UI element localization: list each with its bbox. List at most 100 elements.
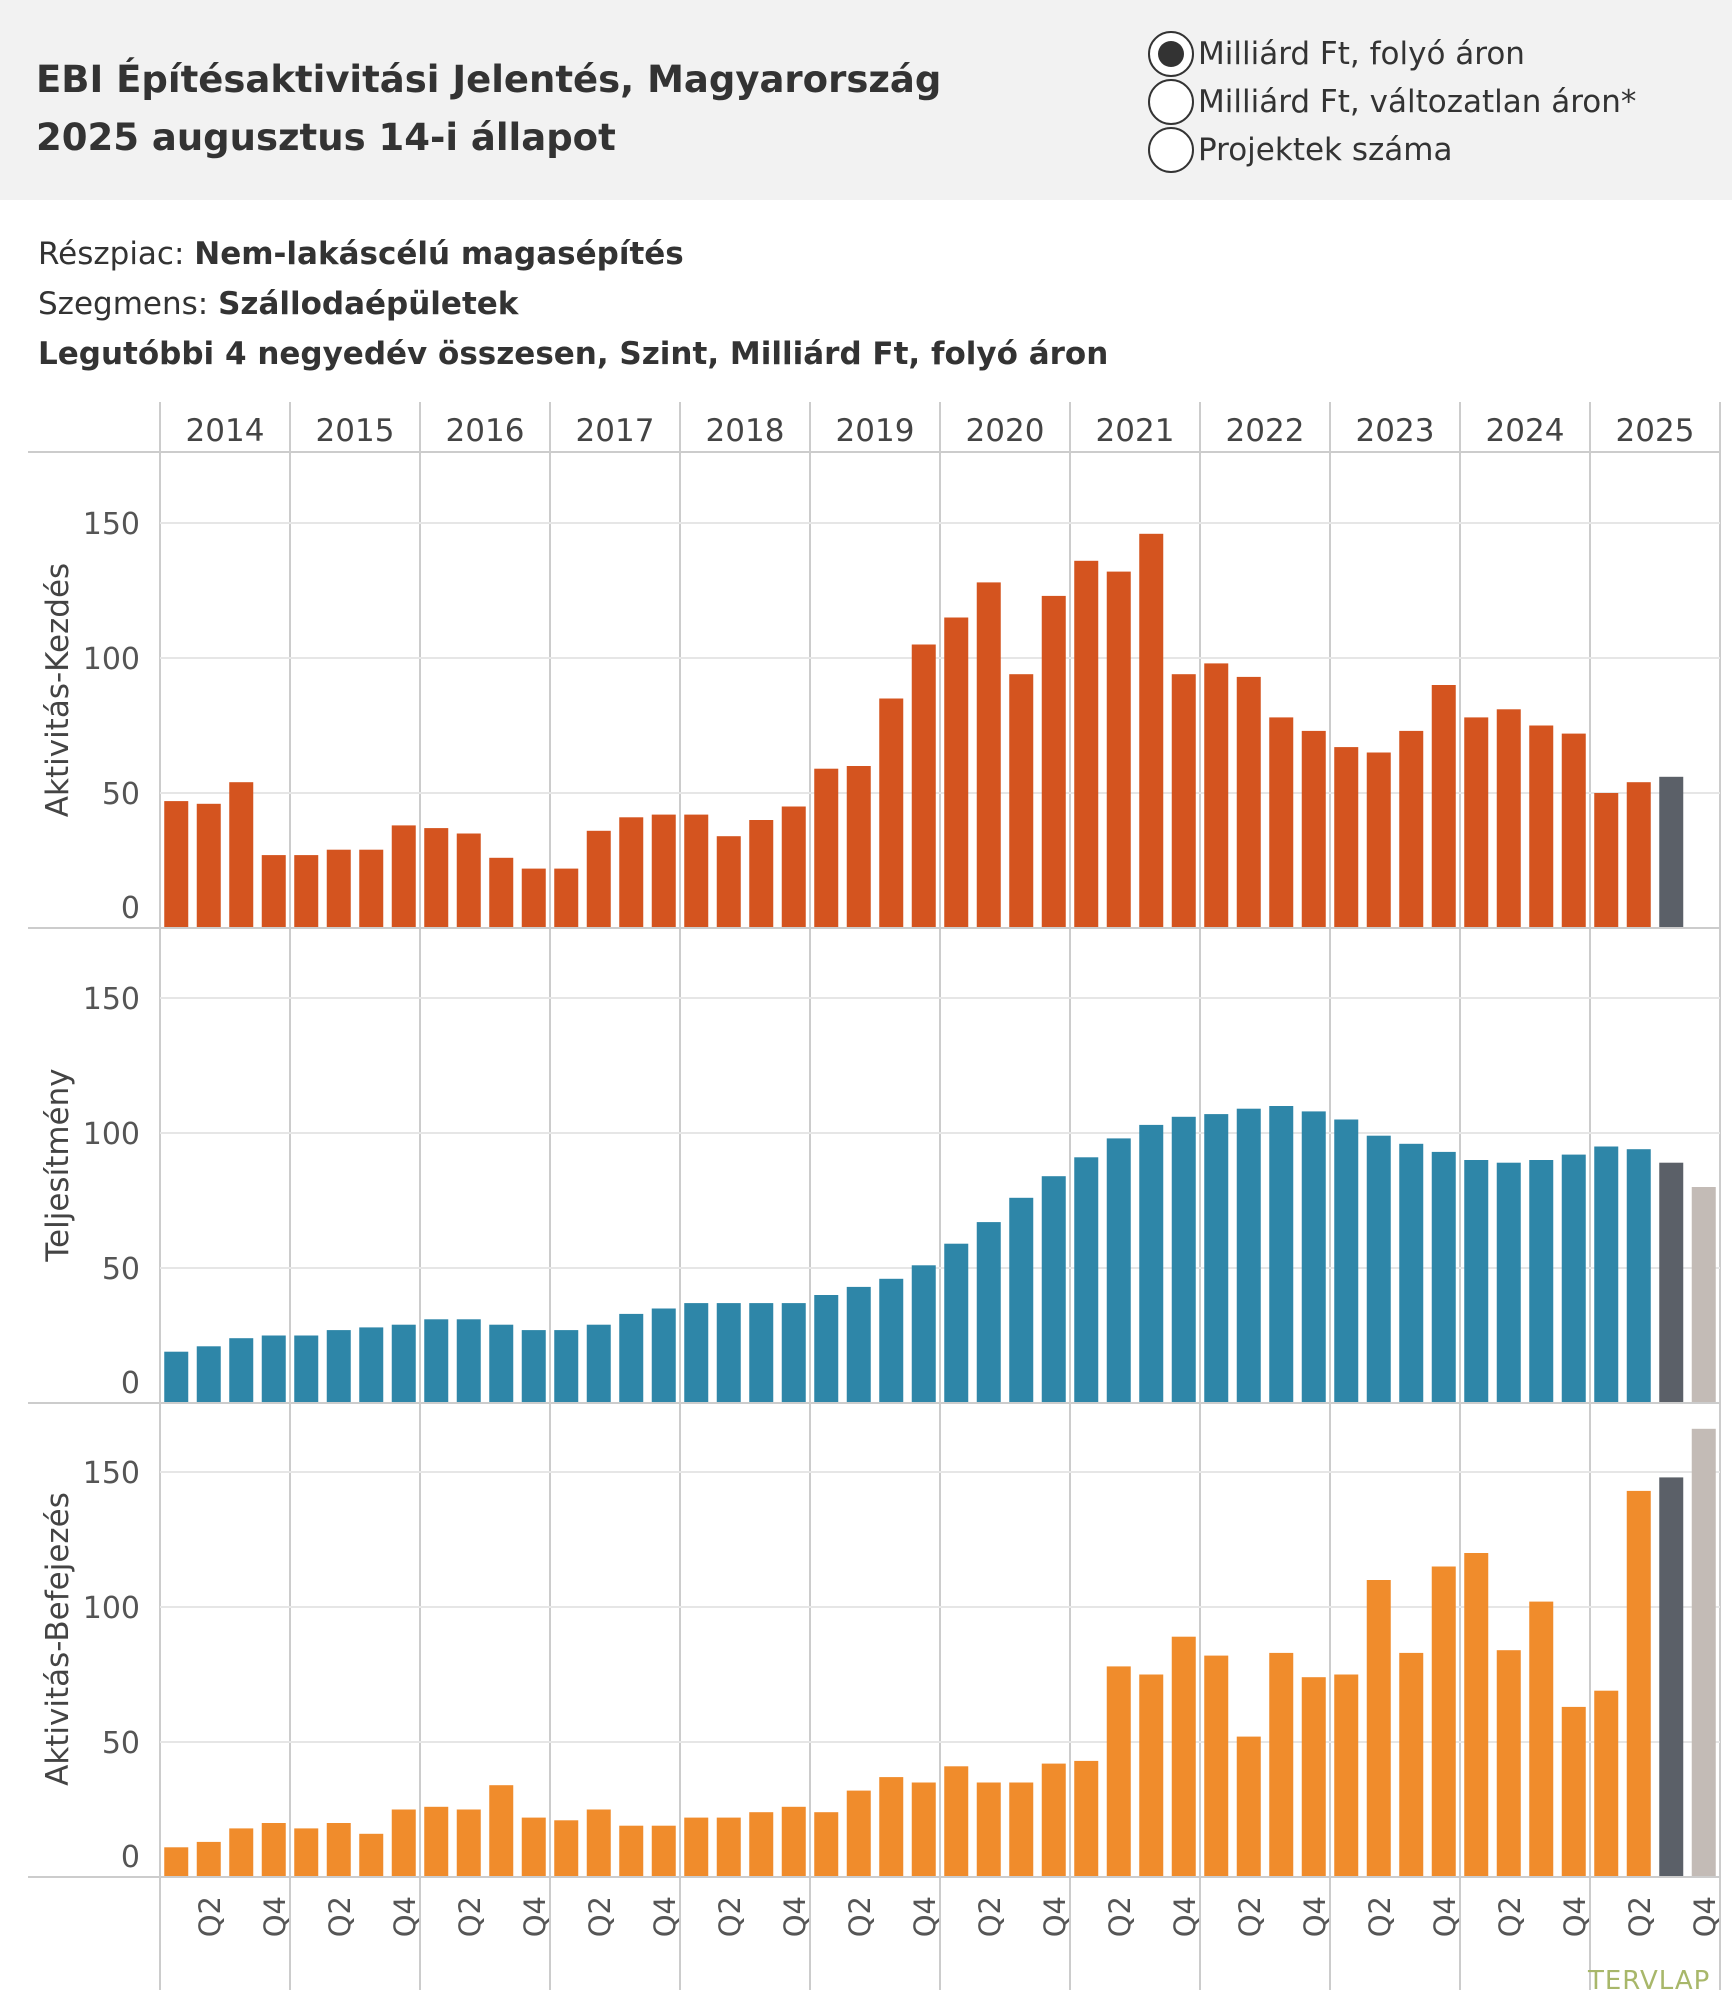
- radio-unselected-icon: [1148, 79, 1194, 125]
- segment-info: Szegmens: Szállodaépületek: [38, 286, 518, 322]
- bar: [586, 1324, 611, 1403]
- bar: [326, 849, 351, 928]
- quarter-tick-label: Q4: [518, 1896, 552, 1937]
- bar: [781, 1806, 806, 1877]
- bar: [684, 814, 709, 928]
- bar: [196, 803, 221, 928]
- quarter-tick-label: Q2: [1103, 1896, 1137, 1937]
- quarter-tick-label: Q4: [258, 1896, 292, 1937]
- radio-option-valtozatlan-aron[interactable]: Milliárd Ft, változatlan áron*: [1148, 78, 1636, 126]
- market-info: Részpiac: Nem-lakáscélú magasépítés: [38, 236, 684, 272]
- quarter-tick-label: Q4: [388, 1896, 422, 1937]
- quarter-tick-label: Q2: [193, 1896, 227, 1937]
- bar: [1399, 730, 1424, 928]
- bar: [1106, 1138, 1131, 1403]
- bar: [326, 1823, 351, 1877]
- radio-selected-icon: [1148, 31, 1194, 77]
- year-label: 2025: [1616, 413, 1695, 449]
- bar: [1236, 676, 1261, 928]
- bar: [359, 1833, 384, 1877]
- bar: [554, 868, 579, 928]
- bar: [1204, 1655, 1229, 1877]
- bar: [1301, 730, 1326, 928]
- bar: [911, 1782, 936, 1877]
- tervlap-logo: TERVLAP: [1588, 1966, 1711, 1996]
- bar: [1626, 1490, 1651, 1877]
- bar: [294, 1828, 319, 1877]
- measure-description: Legutóbbi 4 negyedév összesen, Szint, Mi…: [38, 336, 1109, 372]
- bar: [359, 1327, 384, 1403]
- bar: [261, 1823, 286, 1877]
- bar: [164, 1847, 189, 1877]
- measure-radio-group: Milliárd Ft, folyó áron Milliárd Ft, vál…: [1148, 30, 1636, 174]
- bar: [1301, 1677, 1326, 1877]
- bar: [1041, 1763, 1066, 1877]
- y-axis-title: Aktivitás-Befejezés: [40, 1492, 76, 1786]
- bar: [749, 1303, 774, 1403]
- bar: [1561, 733, 1586, 928]
- year-label: 2020: [966, 413, 1045, 449]
- bar: [1659, 1477, 1684, 1877]
- bar: [1561, 1154, 1586, 1403]
- year-label: 2019: [836, 413, 915, 449]
- bar: [1366, 1135, 1391, 1403]
- y-tick-label: 100: [83, 1117, 140, 1152]
- bar: [1204, 1114, 1229, 1403]
- radio-option-projektek-szama[interactable]: Projektek száma: [1148, 126, 1636, 174]
- y-tick-label: 50: [102, 777, 140, 812]
- y-tick-label: 50: [102, 1252, 140, 1287]
- radio-option-folyo-aron[interactable]: Milliárd Ft, folyó áron: [1148, 30, 1636, 78]
- bar: [1041, 595, 1066, 928]
- bar: [391, 1324, 416, 1403]
- bar: [1171, 1116, 1196, 1403]
- quarter-tick-label: Q2: [973, 1896, 1007, 1937]
- bar: [846, 1790, 871, 1877]
- bar: [846, 1286, 871, 1403]
- quarter-tick-label: Q4: [1038, 1896, 1072, 1937]
- bar: [1204, 663, 1229, 928]
- quarter-tick-label: Q2: [713, 1896, 747, 1937]
- page-subtitle: 2025 augusztus 14-i állapot: [36, 116, 616, 159]
- bar: [1529, 1160, 1554, 1403]
- bar: [976, 1782, 1001, 1877]
- bar: [391, 1809, 416, 1877]
- bar: [164, 801, 189, 928]
- bar: [489, 1324, 514, 1403]
- bar: [749, 1812, 774, 1877]
- page-title: EBI Építésaktivitási Jelentés, Magyarors…: [36, 58, 942, 101]
- y-tick-label: 0: [121, 1840, 140, 1875]
- quarter-tick-label: Q2: [583, 1896, 617, 1937]
- bar: [294, 855, 319, 928]
- bar: [1594, 1690, 1619, 1877]
- bar: [489, 857, 514, 928]
- bar: [716, 1817, 741, 1877]
- bar: [619, 1313, 644, 1403]
- bar: [359, 849, 384, 928]
- bar: [1171, 1636, 1196, 1877]
- bar: [1529, 725, 1554, 928]
- y-tick-label: 0: [121, 1366, 140, 1401]
- bar: [1399, 1143, 1424, 1403]
- bar: [879, 698, 904, 928]
- bar: [1041, 1176, 1066, 1403]
- bar: [944, 617, 969, 928]
- bar: [716, 836, 741, 928]
- bar: [1431, 1566, 1456, 1877]
- bar: [1626, 782, 1651, 928]
- year-label: 2022: [1226, 413, 1305, 449]
- radio-label: Milliárd Ft, folyó áron: [1198, 36, 1525, 72]
- year-label: 2017: [576, 413, 655, 449]
- bar: [1139, 1124, 1164, 1403]
- bar: [586, 830, 611, 928]
- quarter-tick-label: Q4: [1558, 1896, 1592, 1937]
- quarter-tick-label: Q4: [1428, 1896, 1462, 1937]
- bar: [976, 582, 1001, 928]
- bar: [1691, 1187, 1716, 1403]
- quarter-tick-label: Q2: [1493, 1896, 1527, 1937]
- bar: [489, 1785, 514, 1877]
- quarter-tick-label: Q4: [1168, 1896, 1202, 1937]
- market-value: Nem-lakáscélú magasépítés: [194, 236, 684, 272]
- bar: [424, 1319, 449, 1403]
- bar: [749, 820, 774, 928]
